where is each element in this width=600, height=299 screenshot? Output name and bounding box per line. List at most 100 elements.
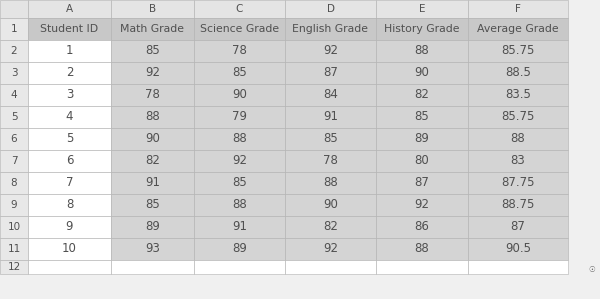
Bar bbox=[0, 18, 28, 40]
Text: 88.5: 88.5 bbox=[505, 66, 531, 80]
Text: 11: 11 bbox=[7, 244, 20, 254]
Text: 90: 90 bbox=[415, 66, 430, 80]
Text: 85: 85 bbox=[232, 176, 247, 190]
Text: 85: 85 bbox=[145, 45, 160, 57]
Bar bbox=[194, 62, 285, 84]
Text: D: D bbox=[326, 4, 335, 14]
Bar bbox=[28, 260, 111, 274]
Bar bbox=[0, 84, 28, 106]
Text: 12: 12 bbox=[7, 262, 20, 272]
Text: 87: 87 bbox=[323, 66, 338, 80]
Bar bbox=[28, 172, 111, 194]
Text: 88: 88 bbox=[145, 111, 160, 123]
Bar bbox=[376, 260, 468, 274]
Bar bbox=[111, 106, 194, 128]
Bar bbox=[194, 18, 285, 40]
Bar bbox=[111, 0, 194, 18]
Bar bbox=[111, 84, 194, 106]
Bar bbox=[194, 84, 285, 106]
Bar bbox=[0, 128, 28, 150]
Bar bbox=[285, 106, 376, 128]
Text: 7: 7 bbox=[66, 176, 73, 190]
Bar bbox=[376, 18, 468, 40]
Text: 2: 2 bbox=[11, 46, 17, 56]
Bar bbox=[28, 62, 111, 84]
Text: 8: 8 bbox=[11, 178, 17, 188]
Text: E: E bbox=[419, 4, 425, 14]
Bar bbox=[285, 84, 376, 106]
Text: 90: 90 bbox=[323, 199, 338, 211]
Bar bbox=[468, 62, 568, 84]
Bar bbox=[111, 238, 194, 260]
Text: 89: 89 bbox=[415, 132, 430, 146]
Text: 83: 83 bbox=[511, 155, 526, 167]
Bar bbox=[376, 62, 468, 84]
Bar bbox=[468, 18, 568, 40]
Bar bbox=[111, 260, 194, 274]
Bar bbox=[111, 216, 194, 238]
Text: 92: 92 bbox=[323, 45, 338, 57]
Bar bbox=[0, 238, 28, 260]
Text: 87.75: 87.75 bbox=[501, 176, 535, 190]
Text: 85.75: 85.75 bbox=[502, 45, 535, 57]
Bar bbox=[0, 62, 28, 84]
Text: 2: 2 bbox=[66, 66, 73, 80]
Text: 88: 88 bbox=[232, 199, 247, 211]
Text: Math Grade: Math Grade bbox=[121, 24, 185, 34]
Bar bbox=[194, 216, 285, 238]
Bar bbox=[285, 40, 376, 62]
Text: History Grade: History Grade bbox=[384, 24, 460, 34]
Text: 10: 10 bbox=[7, 222, 20, 232]
Text: 90: 90 bbox=[232, 89, 247, 101]
Text: 4: 4 bbox=[11, 90, 17, 100]
Bar bbox=[468, 150, 568, 172]
Bar bbox=[28, 150, 111, 172]
Bar bbox=[111, 40, 194, 62]
Bar bbox=[194, 0, 285, 18]
Text: 89: 89 bbox=[232, 242, 247, 256]
Text: 82: 82 bbox=[323, 220, 338, 234]
Bar bbox=[194, 128, 285, 150]
Bar bbox=[468, 84, 568, 106]
Text: 10: 10 bbox=[62, 242, 77, 256]
Text: 88: 88 bbox=[415, 45, 430, 57]
Text: 4: 4 bbox=[66, 111, 73, 123]
Bar bbox=[194, 172, 285, 194]
Bar bbox=[111, 150, 194, 172]
Bar bbox=[468, 172, 568, 194]
Text: 92: 92 bbox=[232, 155, 247, 167]
Bar bbox=[0, 150, 28, 172]
Text: 1: 1 bbox=[11, 24, 17, 34]
Text: 85: 85 bbox=[415, 111, 430, 123]
Bar bbox=[376, 172, 468, 194]
Bar bbox=[111, 62, 194, 84]
Bar bbox=[468, 128, 568, 150]
Text: F: F bbox=[515, 4, 521, 14]
Text: 88: 88 bbox=[415, 242, 430, 256]
Text: 85: 85 bbox=[232, 66, 247, 80]
Bar bbox=[0, 172, 28, 194]
Bar bbox=[285, 62, 376, 84]
Bar bbox=[28, 0, 111, 18]
Bar bbox=[28, 40, 111, 62]
Bar bbox=[28, 128, 111, 150]
Bar bbox=[0, 40, 28, 62]
Text: 82: 82 bbox=[415, 89, 430, 101]
Text: 92: 92 bbox=[145, 66, 160, 80]
Bar bbox=[376, 150, 468, 172]
Bar bbox=[285, 216, 376, 238]
Text: 92: 92 bbox=[415, 199, 430, 211]
Bar bbox=[194, 150, 285, 172]
Text: 7: 7 bbox=[11, 156, 17, 166]
Text: ☉: ☉ bbox=[589, 266, 595, 274]
Text: Average Grade: Average Grade bbox=[477, 24, 559, 34]
Bar bbox=[0, 216, 28, 238]
Text: A: A bbox=[66, 4, 73, 14]
Bar bbox=[468, 260, 568, 274]
Text: 5: 5 bbox=[66, 132, 73, 146]
Bar bbox=[28, 194, 111, 216]
Text: 88: 88 bbox=[511, 132, 526, 146]
Text: 88: 88 bbox=[232, 132, 247, 146]
Text: English Grade: English Grade bbox=[293, 24, 368, 34]
Text: 91: 91 bbox=[232, 220, 247, 234]
